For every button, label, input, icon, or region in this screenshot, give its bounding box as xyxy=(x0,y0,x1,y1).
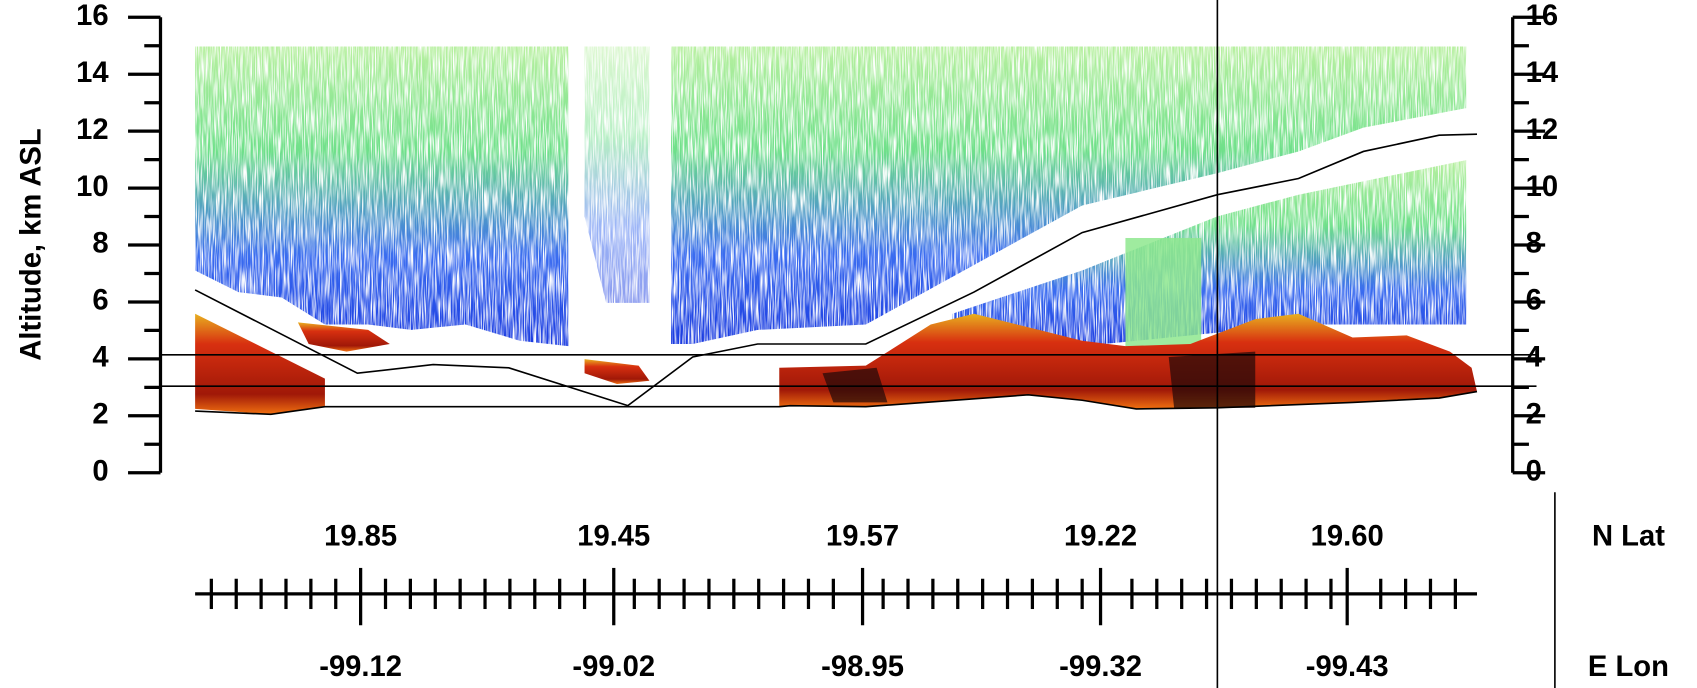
aerosol-layer xyxy=(584,359,650,385)
y2-tick-label: 4 xyxy=(1526,342,1543,374)
cloud-block xyxy=(1125,237,1202,357)
y2-tick-label: 10 xyxy=(1526,171,1558,203)
aerosol-layer xyxy=(779,313,1478,409)
y-tick-label: 10 xyxy=(76,171,108,203)
y-axis-label: Altitude, km ASL xyxy=(16,128,48,360)
y2-tick-label: 2 xyxy=(1526,399,1542,431)
lon-tick-label: -99.02 xyxy=(572,651,655,683)
y2-tick-label: 14 xyxy=(1526,57,1559,89)
y2-tick-label: 0 xyxy=(1526,455,1542,487)
cloud-field xyxy=(195,46,1467,347)
lat-tick-label: 19.45 xyxy=(577,520,650,552)
y-tick-label: 8 xyxy=(92,228,108,260)
y-tick-label: 0 xyxy=(92,455,108,487)
dark-layer xyxy=(822,367,888,403)
lon-tick-label: -98.95 xyxy=(821,651,904,683)
dark-layer xyxy=(1168,351,1256,408)
aerosol-layer xyxy=(195,313,325,415)
lat-tick-label: 19.60 xyxy=(1311,520,1384,552)
lon-tick-label: -99.32 xyxy=(1059,651,1142,683)
y-tick-label: 14 xyxy=(76,57,109,89)
lat-label: N Lat xyxy=(1592,520,1665,552)
lat-tick-label: 19.57 xyxy=(826,520,899,552)
lon-tick-label: -99.43 xyxy=(1306,651,1389,683)
y2-tick-label: 16 xyxy=(1526,0,1558,32)
y-tick-label: 16 xyxy=(76,0,108,32)
y-tick-label: 12 xyxy=(76,114,108,146)
curtain xyxy=(160,0,1556,688)
y2-tick-label: 6 xyxy=(1526,285,1542,317)
flight-track xyxy=(194,133,1478,407)
lat-tick-label: 19.22 xyxy=(1064,520,1137,552)
y-tick-label: 4 xyxy=(92,342,109,374)
ground-line xyxy=(195,390,1478,416)
y-tick-label: 2 xyxy=(92,399,108,431)
lon-tick-label: -99.12 xyxy=(319,651,402,683)
lon-label: E Lon xyxy=(1588,651,1669,683)
aerosol-layer xyxy=(297,322,390,352)
y2-tick-label: 8 xyxy=(1526,228,1542,260)
lat-tick-label: 19.85 xyxy=(324,520,397,552)
y2-tick-label: 12 xyxy=(1526,114,1558,146)
y-tick-label: 6 xyxy=(92,285,108,317)
